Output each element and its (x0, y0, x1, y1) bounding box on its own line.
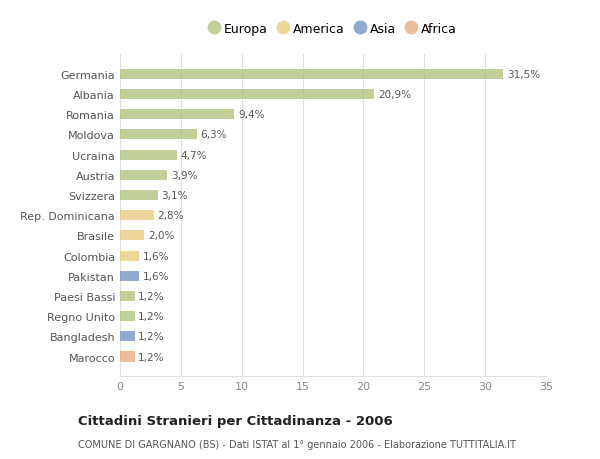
Bar (120, 170, 167, 180)
Bar (120, 251, 139, 261)
Bar (120, 352, 134, 362)
Bar (120, 90, 374, 100)
Text: 31,5%: 31,5% (507, 70, 540, 80)
Text: 4,7%: 4,7% (181, 150, 208, 160)
Bar (120, 231, 145, 241)
Bar (120, 150, 177, 160)
Text: 2,8%: 2,8% (158, 211, 184, 221)
Bar (120, 291, 134, 302)
Bar (120, 190, 158, 201)
Bar (120, 331, 134, 341)
Text: COMUNE DI GARGNANO (BS) - Dati ISTAT al 1° gennaio 2006 - Elaborazione TUTTITALI: COMUNE DI GARGNANO (BS) - Dati ISTAT al … (78, 440, 516, 449)
Bar (120, 211, 154, 221)
Text: 9,4%: 9,4% (238, 110, 265, 120)
Text: 6,3%: 6,3% (200, 130, 227, 140)
Text: 3,9%: 3,9% (171, 170, 197, 180)
Bar (120, 311, 134, 321)
Text: 1,6%: 1,6% (143, 251, 170, 261)
Text: 1,2%: 1,2% (138, 331, 165, 341)
Text: 1,6%: 1,6% (143, 271, 170, 281)
Text: 1,2%: 1,2% (138, 352, 165, 362)
Legend: Europa, America, Asia, Africa: Europa, America, Asia, Africa (205, 20, 461, 40)
Bar (120, 271, 139, 281)
Text: 20,9%: 20,9% (378, 90, 411, 100)
Bar (120, 130, 197, 140)
Bar (120, 70, 503, 80)
Text: 3,1%: 3,1% (161, 190, 188, 201)
Bar (120, 110, 235, 120)
Text: 1,2%: 1,2% (138, 291, 165, 301)
Text: 1,2%: 1,2% (138, 312, 165, 321)
Text: Cittadini Stranieri per Cittadinanza - 2006: Cittadini Stranieri per Cittadinanza - 2… (78, 414, 393, 428)
Text: 2,0%: 2,0% (148, 231, 175, 241)
